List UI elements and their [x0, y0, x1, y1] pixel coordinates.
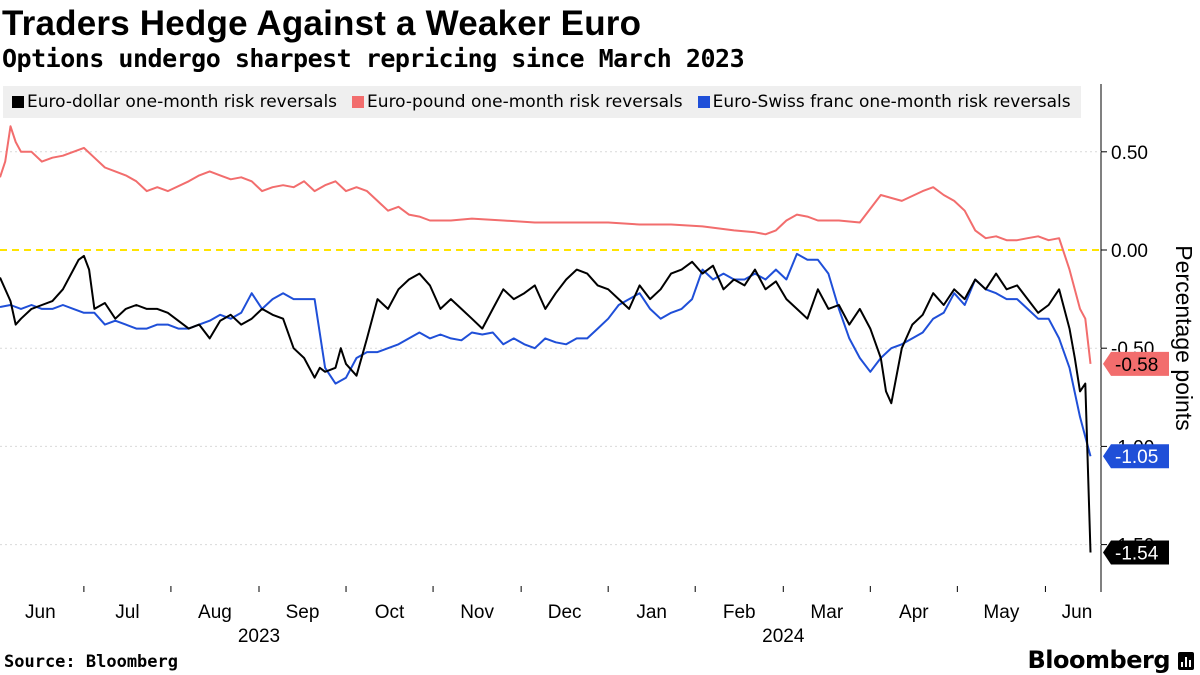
x-tick-label: Nov [460, 602, 494, 623]
legend-item-euro-swiss: Euro-Swiss franc one-month risk reversal… [697, 92, 1071, 112]
x-year-label: 2023 [238, 626, 280, 647]
legend-swatch-euro-swiss [697, 96, 710, 108]
series-lines [0, 125, 1092, 553]
legend-swatch-euro-dollar [12, 96, 24, 108]
x-tick-label: Feb [723, 602, 756, 623]
last-value-label-2: -1.05 [1115, 447, 1158, 468]
y-axis-label: Percentage points [1171, 245, 1197, 430]
legend-item-euro-pound: Euro-pound one-month risk reversals [352, 92, 683, 112]
last-value-labels: -1.54 -0.58 -1.05 [1103, 351, 1169, 565]
x-tick-label: Oct [375, 602, 405, 623]
legend-item-euro-dollar: Euro-dollar one-month risk reversals [12, 92, 337, 112]
x-tick-label: Dec [548, 602, 582, 623]
legend-label-euro-swiss: Euro-Swiss franc one-month risk reversal… [712, 92, 1071, 112]
x-tick-label: Sep [286, 602, 320, 623]
y-tick-label: 0.50 [1111, 143, 1148, 164]
y-axis-ticks: 0.500.00-0.50-1.00-1.50 [1101, 143, 1154, 557]
last-value-label-1: -0.58 [1115, 355, 1158, 376]
x-tick-label: Jan [636, 602, 667, 623]
bloomberg-chart-icon [1178, 652, 1194, 670]
chart-subtitle: Options undergo sharpest repricing since… [2, 44, 745, 73]
x-axis-ticks: Jun Jul Aug Sep Oct Nov Dec Jan Feb Mar Apr May Jun 2… [25, 586, 1093, 647]
x-tick-label: Aug [198, 602, 232, 623]
x-tick-label: Mar [810, 602, 843, 623]
y-tick-label: 0.00 [1111, 241, 1148, 262]
series-line-0 [0, 254, 1092, 553]
legend-swatch-euro-pound [352, 96, 365, 108]
x-tick-label: Jun [25, 602, 56, 623]
series-line-1 [0, 125, 1092, 365]
last-value-tag-1 [1103, 351, 1169, 376]
x-tick-label: May [983, 602, 1019, 623]
legend: Euro-dollar one-month risk reversals Eur… [3, 86, 1081, 118]
last-value-label-0: -1.54 [1115, 543, 1159, 564]
x-tick-label: Jun [1062, 602, 1093, 623]
x-year-label: 2024 [762, 626, 805, 647]
gridlines [0, 84, 1102, 592]
chart-title: Traders Hedge Against a Weaker Euro [2, 4, 642, 43]
x-tick-label: Apr [899, 602, 929, 623]
series-line-2 [0, 252, 1092, 457]
x-tick-label: Jul [115, 602, 139, 623]
legend-label-euro-pound: Euro-pound one-month risk reversals [367, 92, 683, 112]
last-value-tag-0 [1103, 540, 1169, 565]
source-note: Source: Bloomberg [4, 652, 178, 672]
legend-label-euro-dollar: Euro-dollar one-month risk reversals [27, 92, 338, 112]
brand-logo: Bloomberg [1027, 646, 1171, 674]
last-value-tag-2 [1103, 444, 1169, 469]
